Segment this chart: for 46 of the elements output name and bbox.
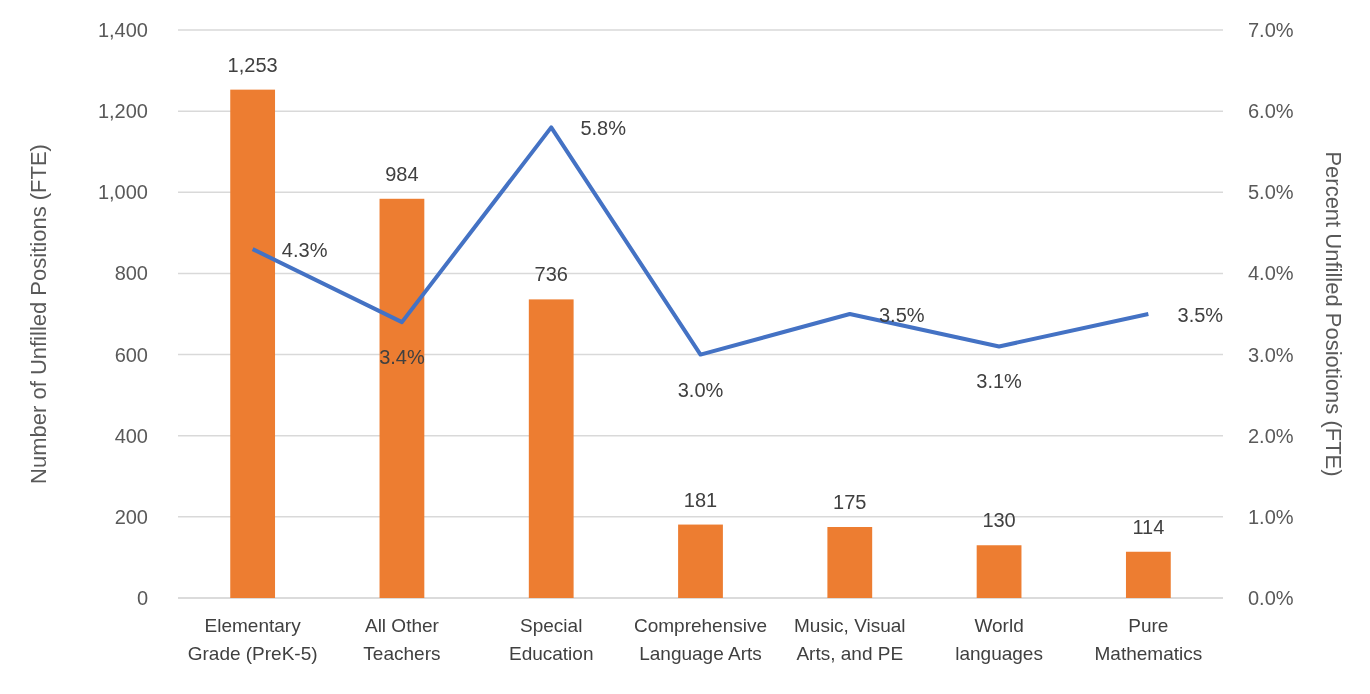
- bar: [827, 527, 873, 598]
- y-tick-label: 800: [114, 262, 148, 285]
- bar: [379, 198, 425, 598]
- y2-tick-label: 1.0%: [1248, 505, 1294, 528]
- y2-tick-label: 2.0%: [1248, 424, 1294, 447]
- x-tick-label: All Other Teachers: [363, 615, 441, 664]
- y-tick-label: 400: [114, 424, 148, 447]
- data-label: 3.0%: [677, 378, 724, 401]
- data-label: 3.5%: [1177, 304, 1224, 326]
- bar: [1125, 551, 1171, 598]
- data-label: 736: [534, 263, 568, 286]
- y-tick-label: 1,200: [97, 100, 148, 123]
- y2-tick-label: 0.0%: [1248, 587, 1294, 609]
- data-label: 3.5%: [878, 304, 925, 326]
- y2-tick-label: 7.0%: [1248, 19, 1294, 41]
- y-tick-label: 600: [114, 343, 148, 366]
- x-tick-label: Special Education: [508, 615, 594, 664]
- data-label: 1,253: [227, 53, 278, 76]
- x-tick-label: Pure Mathematics: [1094, 615, 1203, 664]
- data-label: 181: [683, 488, 718, 511]
- y-tick-label: 1,400: [97, 19, 148, 41]
- data-label: 130: [982, 509, 1016, 532]
- y2-tick-label: 4.0%: [1248, 262, 1294, 285]
- bar: [528, 299, 574, 598]
- bar: [976, 545, 1022, 598]
- data-label: 3.4%: [379, 346, 425, 369]
- x-tick-label: Elementary Grade (PreK-5): [187, 615, 318, 664]
- y2-tick-label: 6.0%: [1248, 100, 1294, 123]
- y2-axis-title: Percent Unfilled Posiotions (FTE): [1321, 151, 1346, 477]
- x-tick-label: Comprehensive Language Arts: [633, 615, 768, 664]
- y-tick-label: 200: [114, 505, 148, 528]
- y-axis-title: Number of Unfilled Positions (FTE): [26, 144, 51, 484]
- data-label: 175: [833, 491, 867, 513]
- x-tick-label: Music, Visual Arts, and PE: [793, 615, 906, 664]
- bar: [230, 89, 276, 598]
- y-tick-label: 0: [136, 587, 148, 609]
- data-label: 114: [1132, 515, 1165, 538]
- data-label: 5.8%: [580, 117, 627, 140]
- data-label: 3.1%: [976, 370, 1023, 393]
- data-label: 4.3%: [281, 239, 328, 262]
- y2-tick-label: 3.0%: [1248, 343, 1294, 366]
- x-tick-label: World languages: [955, 615, 1043, 664]
- y-tick-label: 1,000: [97, 181, 148, 204]
- data-label: 984: [385, 162, 419, 185]
- y2-tick-label: 5.0%: [1248, 181, 1294, 204]
- bar: [678, 524, 723, 598]
